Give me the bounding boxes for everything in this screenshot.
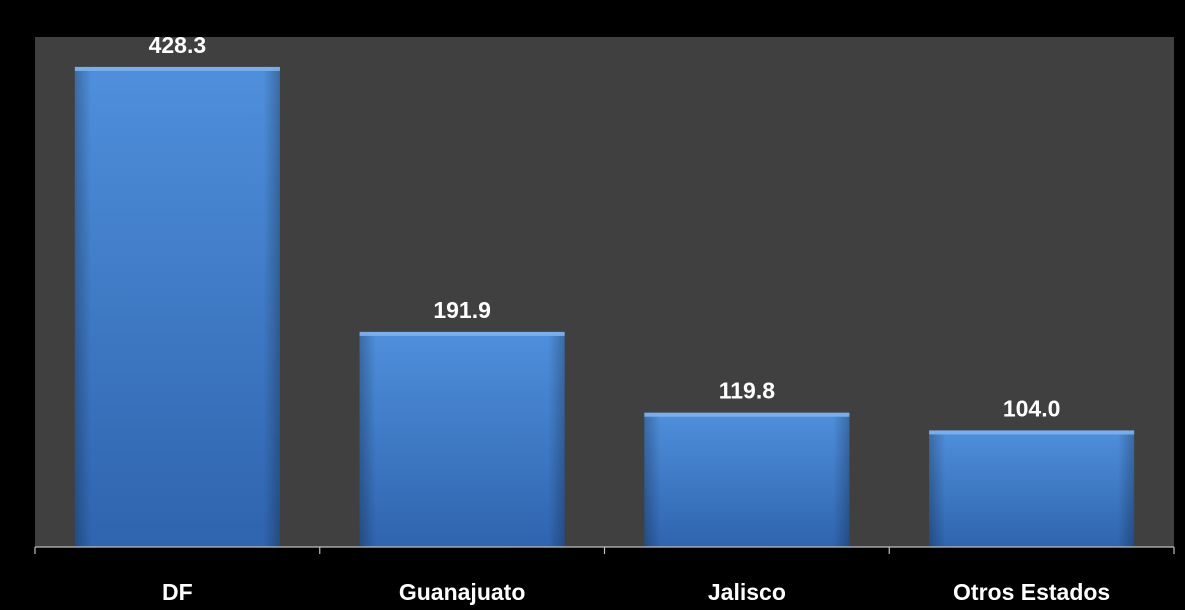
bar [359,331,565,547]
bar [929,430,1135,547]
bar-shading [359,331,565,547]
data-label: 191.9 [433,297,491,323]
data-label: 119.8 [719,378,775,404]
bar-shading [644,412,850,547]
bars-layer [74,66,1135,547]
category-labels: DF Guanajuato Jalisco Otros Estados [162,579,1110,605]
bar-shading [929,430,1135,547]
bar-top-highlight [929,430,1135,435]
category-label: Jalisco [708,579,786,605]
bar-top-highlight [644,412,850,417]
x-axis-ticks [34,547,1175,554]
bar-top-highlight [359,331,565,336]
bar-top-highlight [74,66,280,71]
data-label: 428.3 [149,32,207,58]
bar [74,66,280,547]
category-label: DF [162,579,193,605]
category-label: Otros Estados [953,579,1110,605]
data-label: 104.0 [1003,395,1061,421]
data-labels: 428.3 191.9 119.8 104.0 [149,32,1061,422]
category-label: Guanajuato [399,579,526,605]
bar [644,412,850,547]
bar-shading [74,66,280,547]
